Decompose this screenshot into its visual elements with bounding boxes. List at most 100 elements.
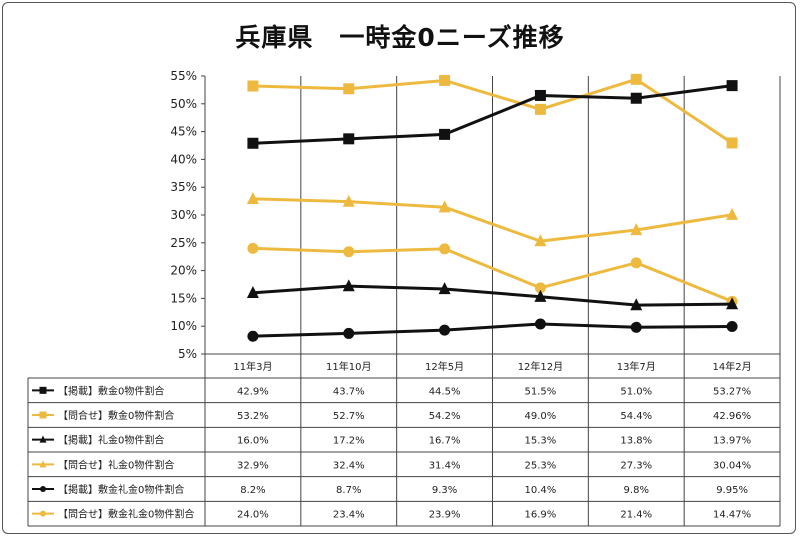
- data-point-marker: [439, 243, 451, 255]
- series-line: [252, 197, 733, 243]
- y-tick-label: 50%: [170, 97, 197, 111]
- series-line: [252, 77, 733, 145]
- series-line: [252, 84, 733, 145]
- data-table-cell: 54.2%: [429, 411, 461, 422]
- x-category-label: 12年12月: [518, 360, 563, 373]
- data-table-cell: 13.8%: [620, 436, 652, 447]
- data-point-marker: [343, 133, 355, 145]
- data-point-marker: [630, 298, 643, 311]
- series-row-label: 【問合せ】敷金0物件割合: [58, 409, 174, 422]
- data-point-marker: [438, 282, 451, 295]
- data-table-cell: 16.9%: [525, 510, 557, 521]
- series-line: [252, 284, 733, 307]
- data-table-cell: 31.4%: [429, 460, 461, 471]
- data-point-marker: [534, 103, 546, 115]
- data-point-marker: [534, 289, 547, 302]
- data-table-cell: 16.7%: [429, 436, 461, 447]
- data-table-cell: 17.2%: [333, 436, 365, 447]
- data-table-cell: 21.4%: [620, 510, 652, 521]
- legend-marker-sample: [39, 411, 47, 419]
- y-tick-label: 55%: [170, 69, 197, 83]
- data-point-marker: [246, 286, 259, 298]
- data-table-cell: 42.9%: [237, 386, 269, 397]
- data-table-cell: 9.8%: [624, 485, 649, 496]
- data-point-marker: [630, 73, 642, 85]
- series-row-label: 【掲載】礼金0物件割合: [58, 434, 164, 447]
- series-line: [252, 246, 733, 303]
- data-point-marker: [438, 200, 451, 213]
- data-table-cell: 14.47%: [713, 510, 751, 521]
- x-category-label: 13年7月: [617, 360, 656, 373]
- data-point-marker: [726, 207, 739, 220]
- data-point-marker: [439, 324, 451, 336]
- data-point-marker: [534, 282, 546, 294]
- data-table-cell: 43.7%: [333, 386, 365, 397]
- y-tick-label: 10%: [170, 319, 197, 333]
- x-category-label: 14年2月: [713, 360, 752, 373]
- data-table-cell: 51.5%: [525, 386, 557, 397]
- data-point-marker: [247, 137, 259, 149]
- data-table-cell: 15.3%: [525, 436, 557, 447]
- data-point-marker: [439, 74, 451, 86]
- y-tick-label: 40%: [170, 152, 197, 166]
- data-point-marker: [343, 327, 355, 339]
- data-table-cell: 54.4%: [620, 411, 652, 422]
- data-table-cell: 51.0%: [620, 386, 652, 397]
- chart-title: 兵庫県 一時金0ニーズ推移: [235, 23, 565, 52]
- data-table-cell: 23.9%: [429, 510, 461, 521]
- legend-marker-sample: [40, 486, 46, 492]
- data-point-marker: [630, 321, 642, 333]
- data-point-marker: [726, 80, 738, 92]
- series-row-label: 【掲載】敷金0物件割合: [58, 384, 164, 397]
- x-category-label: 11年3月: [233, 360, 272, 373]
- data-point-marker: [534, 89, 546, 101]
- data-point-marker: [726, 137, 738, 149]
- data-table-cell: 42.96%: [713, 411, 751, 422]
- data-point-marker: [726, 320, 738, 332]
- data-table-cell: 30.04%: [713, 460, 751, 471]
- data-point-marker: [726, 297, 739, 310]
- y-tick-label: 20%: [170, 264, 197, 278]
- data-table-cell: 16.0%: [237, 436, 269, 447]
- data-point-marker: [630, 223, 643, 236]
- y-tick-label: 35%: [170, 180, 197, 194]
- data-point-marker: [630, 92, 642, 104]
- data-table-cell: 25.3%: [525, 460, 557, 471]
- series-line: [252, 322, 733, 338]
- data-table-cell: 9.3%: [432, 485, 457, 496]
- series-row-label: 【掲載】敷金礼金0物件割合: [58, 483, 184, 496]
- data-table-cell: 32.4%: [333, 460, 365, 471]
- data-table-cell: 23.4%: [333, 510, 365, 521]
- legend-marker-sample: [39, 435, 47, 443]
- data-table-cell: 8.7%: [336, 485, 361, 496]
- data-point-marker: [342, 194, 355, 207]
- data-point-marker: [534, 234, 547, 247]
- data-point-marker: [630, 257, 642, 269]
- data-table-cell: 44.5%: [429, 386, 461, 397]
- data-table-cell: 53.2%: [237, 411, 269, 422]
- data-point-marker: [439, 128, 451, 140]
- data-point-marker: [343, 83, 355, 95]
- y-tick-label: 45%: [170, 125, 197, 139]
- data-table-cell: 52.7%: [333, 411, 365, 422]
- legend-marker-sample: [39, 460, 47, 468]
- x-category-label: 11年10月: [326, 360, 371, 373]
- data-point-marker: [247, 242, 259, 254]
- data-table-cell: 13.97%: [713, 436, 751, 447]
- data-point-marker: [247, 80, 259, 92]
- data-table-cell: 10.4%: [525, 485, 557, 496]
- data-table-cell: 32.9%: [237, 460, 269, 471]
- y-tick-label: 5%: [178, 347, 197, 361]
- series-row-label: 【問合せ】礼金0物件割合: [58, 458, 174, 471]
- data-point-marker: [247, 330, 259, 342]
- series-row-label: 【問合せ】敷金礼金0物件割合: [58, 508, 194, 521]
- data-point-marker: [343, 246, 355, 258]
- data-table-cell: 53.27%: [713, 386, 751, 397]
- data-table-cell: 24.0%: [237, 510, 269, 521]
- data-point-marker: [246, 192, 259, 205]
- y-tick-label: 30%: [170, 208, 197, 222]
- legend-marker-sample: [40, 510, 46, 517]
- y-tick-label: 25%: [170, 236, 197, 250]
